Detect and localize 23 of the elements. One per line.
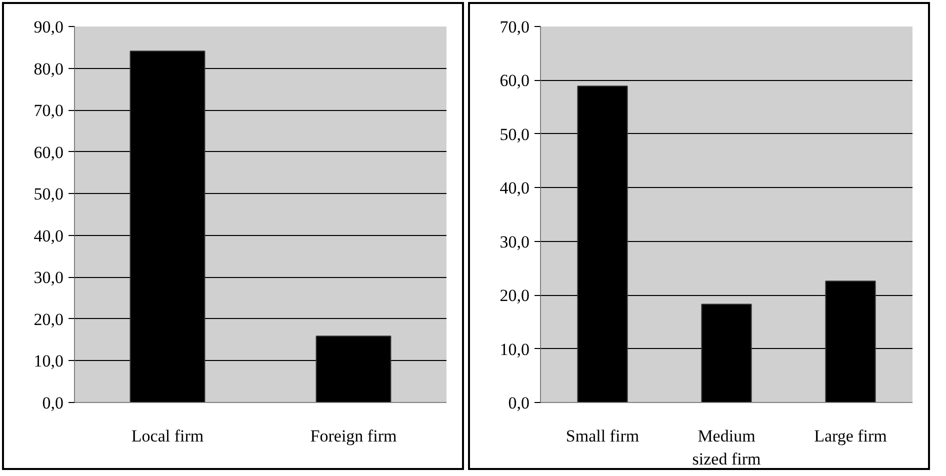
y-tick-label: 60,0 — [500, 71, 530, 90]
y-tick-label: 80,0 — [34, 59, 64, 78]
y-tick-label: 20,0 — [34, 310, 64, 329]
y-tick-label: 40,0 — [500, 178, 530, 198]
y-tick-label: 40,0 — [34, 226, 64, 246]
y-tick-label: 10,0 — [34, 352, 64, 371]
y-tick-label: 70,0 — [34, 101, 64, 120]
y-tick-label: 30,0 — [500, 232, 530, 252]
y-tick-label: 10,0 — [500, 340, 530, 359]
y-tick-label: 70,0 — [500, 18, 530, 36]
x-tick-label: Local firm — [131, 426, 204, 446]
x-tick-label: Large firm — [814, 426, 887, 446]
y-tick-label: 50,0 — [500, 124, 530, 144]
y-tick-label: 0,0 — [42, 394, 64, 412]
x-tick-label: Medium sized firm — [692, 426, 761, 468]
y-tick-label: 60,0 — [34, 142, 64, 162]
x-tick-label: Foreign firm — [310, 426, 397, 446]
y-tick-label: 50,0 — [34, 184, 64, 204]
y-tick-label: 90,0 — [34, 18, 64, 36]
y-tick-label: 20,0 — [500, 286, 530, 306]
y-tick-label: 0,0 — [508, 394, 530, 412]
x-tick-label: Small firm — [566, 426, 640, 446]
y-tick-label: 30,0 — [34, 268, 64, 288]
